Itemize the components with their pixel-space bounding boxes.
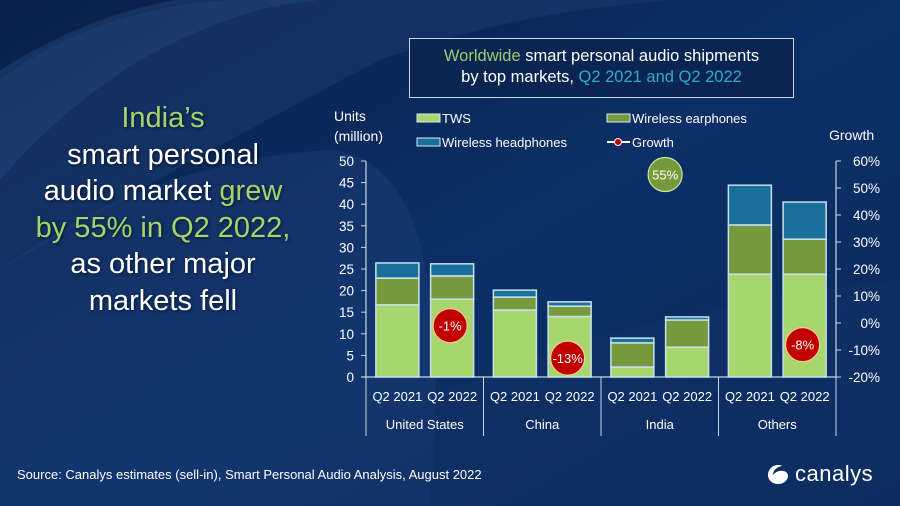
bar-segment-tws [727,273,773,378]
bar-segment-headphones [492,289,538,298]
y-tick-label: 5 [346,348,354,363]
canalys-logo: canalys [767,461,873,487]
title-worldwide: Worldwide [443,47,521,65]
legend-growth-marker-icon [614,138,622,146]
headline-line-2: smart personal [67,138,259,171]
bar-segment-headphones [782,201,827,240]
x-tick-label: Q2 2021 [372,389,422,404]
headline-line-6: markets fell [88,284,238,317]
y2-tick-label: 50% [853,181,880,196]
source-note: Source: Canalys estimates (sell-in), Sma… [17,467,482,482]
canalys-logo-text: canalys [795,461,874,486]
x-tick-label: Q2 2022 [427,389,477,404]
growth-marker [432,308,468,344]
y2-tick-label: -10% [848,343,880,358]
x-tick-label: Q2 2021 [607,389,657,404]
legend-swatch-earphones [606,113,631,123]
y2-tick-label: 60% [853,154,880,169]
legend-label-growth: Growth [632,135,674,150]
group-label: India [646,417,675,432]
legend-swatch-headphones [416,137,441,147]
bar-segment-headphones [547,301,592,307]
legend-swatch-tws [416,113,441,123]
growth-label: -13% [552,351,583,366]
bar-segment-earphones [782,238,827,275]
y-axis-label-line-1: Units [334,108,366,124]
headline-line-3-green: grew [219,175,283,207]
axes: 0 5 10 15 20 25 30 35 40 45 50 -20% -10% 0% 10% 20% 30% 4… [339,154,880,385]
y2-tick-label: -20% [848,370,880,385]
growth-label: -1% [439,319,463,334]
growth-markers: -1% -13% 55% -8% [432,156,821,376]
y-tick-label: 0 [346,370,354,385]
bar-segment-earphones [492,296,538,311]
bar-segment-headphones [429,263,475,277]
title-period: Q2 2021 and Q2 2022 [578,68,742,86]
y2-tick-label: 40% [853,208,880,223]
bar-segment-headphones [664,316,710,321]
headline-line-1: India’s [121,102,205,134]
group-label: China [525,417,560,432]
y-tick-label: 20 [339,284,354,299]
x-tick-label: Q2 2021 [490,389,540,404]
y-axis-label-line-2: (million) [334,128,383,144]
title-part-2: by top markets, [461,68,579,86]
bar-segment-headphones [727,184,773,226]
group-label: United States [386,417,465,432]
chart-title: Worldwide smart personal audio shipments… [409,38,794,98]
growth-marker [785,327,821,363]
y2-tick-label: 0% [860,316,880,331]
title-part-1: smart personal audio shipments [520,47,760,65]
y2-axis-label: Growth [829,127,874,143]
legend-label-tws: TWS [442,111,471,126]
y-tick-label: 30 [339,240,354,255]
headline-line-3: audio market grew [8,173,318,210]
x-tick-label: Q2 2022 [545,389,595,404]
bar-segment-earphones [429,275,475,300]
y-tick-label: 25 [339,262,354,277]
x-axis-labels: Q2 2021 Q2 2022 Q2 2021 Q2 2022 Q2 2021 Q2 20… [365,377,837,436]
legend-label-earphones: Wireless earphones [632,111,747,126]
growth-marker [550,340,586,376]
bar-segment-earphones [664,319,710,348]
bar-segment-earphones [547,305,592,318]
bar-segment-headphones [375,262,420,279]
y-tick-label: 15 [339,305,354,320]
headline-line-4: by 55% in Q2 2022, [35,211,291,244]
headline: India’s smart personal audio market grew… [8,100,318,319]
bars [375,184,827,378]
growth-label: 55% [652,168,678,183]
bar-segment-tws [375,304,420,378]
x-tick-label: Q2 2022 [780,389,830,404]
y2-tick-label: 10% [853,289,880,304]
y-tick-label: 35 [339,219,354,234]
canalys-logo-icon [768,465,788,484]
legend-label-headphones: Wireless headphones [442,135,568,150]
y-tick-label: 45 [339,176,354,191]
bar-segment-earphones [727,224,773,275]
y-tick-label: 40 [339,197,354,212]
x-tick-label: Q2 2022 [662,389,712,404]
growth-label: -8% [791,338,815,353]
x-tick-label: Q2 2021 [725,389,775,404]
bar-segment-tws [492,309,538,378]
bar-segment-headphones [610,337,655,344]
legend: TWS Wireless earphones Wireless headphon… [416,111,747,150]
growth-marker [647,156,683,193]
y2-tick-label: 20% [853,262,880,277]
y2-tick-label: 30% [853,235,880,250]
bar-segment-earphones [610,342,655,368]
headline-line-5: as other major [70,248,256,280]
headline-line-3-white: audio market [43,175,220,207]
bar-segment-tws [664,346,710,378]
bar-segment-earphones [375,277,420,306]
y-tick-label: 10 [339,327,354,342]
y-tick-label: 50 [339,154,354,169]
bar-segment-tws [610,366,655,378]
group-label: Others [758,417,798,432]
